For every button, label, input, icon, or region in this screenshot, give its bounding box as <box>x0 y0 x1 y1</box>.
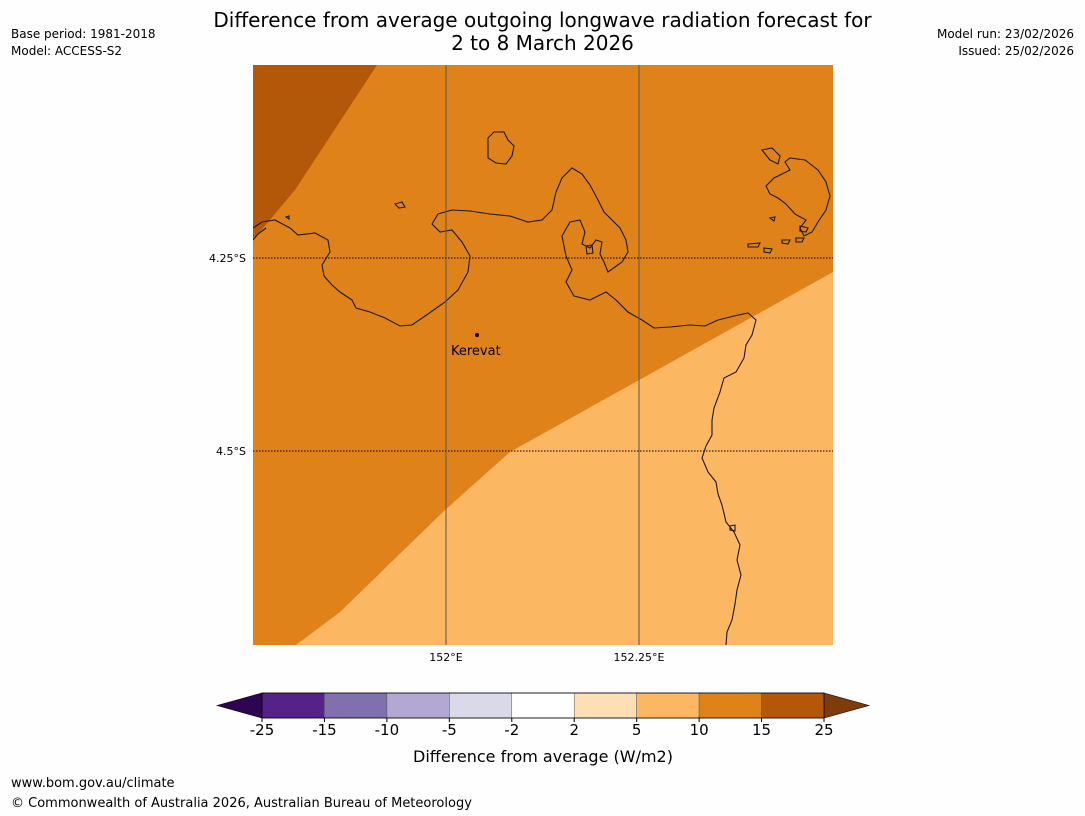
lat-label-4-5s: 4.5°S <box>216 445 246 458</box>
colorbar-outline <box>261 692 825 719</box>
issued-date: Issued: 25/02/2026 <box>958 44 1074 58</box>
colorbar-tick-label: 25 <box>814 721 833 739</box>
colorbar-segment <box>449 692 513 719</box>
anomaly-15-25-region <box>253 65 377 240</box>
colorbar-under-arrow <box>215 692 263 719</box>
map-title-line2: 2 to 8 March 2026 <box>451 31 634 55</box>
coastline <box>253 131 831 645</box>
colorbar-tick-label: -5 <box>442 721 457 739</box>
footer-url[interactable]: www.bom.gov.au/climate <box>11 776 175 791</box>
colorbar-tick-label: -10 <box>375 721 400 739</box>
anomaly-5-10-region <box>296 272 833 645</box>
colorbar-segment <box>386 692 450 719</box>
model-run: Model run: 23/02/2026 <box>936 27 1074 41</box>
footer-copyright: © Commonwealth of Australia 2026, Austra… <box>11 796 472 811</box>
colorbar-segment <box>573 692 637 719</box>
map-title-line1: Difference from average outgoing longwav… <box>213 8 872 32</box>
colorbar-tick-label: -15 <box>312 721 337 739</box>
map-panel: Kerevat <box>253 65 833 645</box>
colorbar-tick-label: 15 <box>752 721 771 739</box>
colorbar-tick-label: 2 <box>569 721 579 739</box>
colorbar-tick-label: 5 <box>632 721 642 739</box>
colorbar-segment <box>761 692 825 719</box>
colorbar-segment <box>511 692 575 719</box>
colorbar-segment <box>698 692 762 719</box>
colorbar-segment <box>261 692 325 719</box>
lon-label-152e: 152°E <box>429 651 462 664</box>
colorbar-tick-label: 10 <box>690 721 709 739</box>
colorbar-label: Difference from average (W/m2) <box>413 747 673 766</box>
colorbar-tick-label: -2 <box>504 721 519 739</box>
kerevat-marker <box>475 333 479 337</box>
colorbar-tick-label: -25 <box>250 721 275 739</box>
lon-label-152-25e: 152.25°E <box>614 651 665 664</box>
place-label-kerevat: Kerevat <box>451 344 501 359</box>
colorbar-segment <box>636 692 700 719</box>
base-period: Base period: 1981-2018 <box>11 27 156 41</box>
colorbar-segment <box>324 692 388 719</box>
colorbar: -25 -15 -10 -5 -2 2 5 10 15 25 <box>215 692 871 739</box>
lat-label-4-25s: 4.25°S <box>209 252 246 265</box>
model-name: Model: ACCESS-S2 <box>11 44 123 58</box>
colorbar-over-arrow <box>823 692 871 719</box>
